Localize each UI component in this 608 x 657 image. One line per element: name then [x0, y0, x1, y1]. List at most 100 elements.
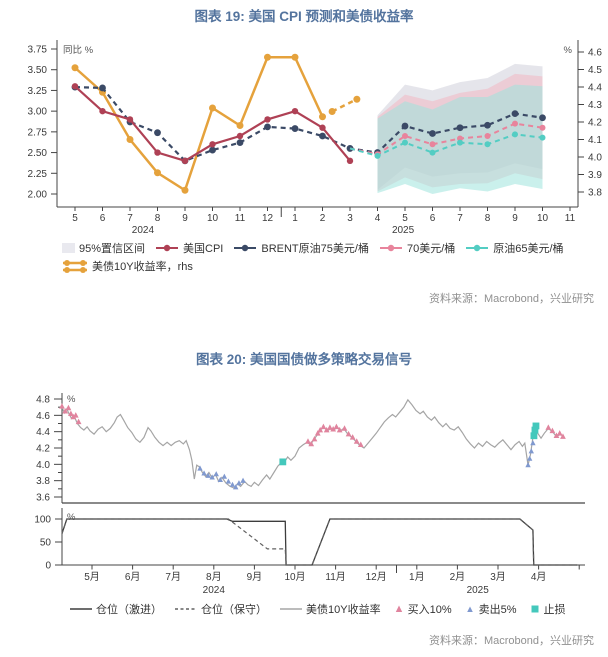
legend-item-oil65: 原油65美元/桶: [465, 240, 564, 256]
legend-label: 卖出5%: [478, 604, 517, 616]
oil65-line-icon: [466, 244, 489, 252]
solid-line-icon: [70, 608, 92, 610]
legend-item-us-cpi: 美国CPI: [155, 240, 223, 256]
gray-line-icon: [280, 608, 302, 610]
chart19-legend-row1: 95%置信区间 美国CPI BRENT原油75美元/桶 70美元/桶: [62, 240, 608, 256]
svg-text:3.75: 3.75: [28, 45, 48, 56]
svg-text:8月: 8月: [206, 571, 222, 583]
svg-text:8: 8: [485, 213, 491, 224]
svg-text:4.0: 4.0: [588, 153, 602, 164]
svg-text:3.6: 3.6: [36, 493, 50, 504]
legend-item-brent75: BRENT原油75美元/桶: [233, 240, 369, 256]
svg-text:5: 5: [72, 213, 78, 224]
buy-triangle-icon: [395, 605, 402, 612]
svg-text:0: 0: [45, 561, 51, 572]
legend-label: 70美元/桶: [406, 243, 456, 255]
svg-text:2.25: 2.25: [28, 169, 48, 180]
legend-item-confidence-band: 95%置信区间: [62, 240, 145, 256]
svg-text:4.4: 4.4: [36, 427, 50, 438]
legend-item-oil70: 70美元/桶: [379, 240, 455, 256]
svg-text:10: 10: [207, 213, 219, 224]
chart20-title: 图表 20: 美国国债做多策略交易信号: [195, 352, 412, 367]
svg-text:%: %: [564, 45, 573, 56]
svg-text:3.9: 3.9: [588, 170, 602, 181]
svg-text:4: 4: [375, 213, 381, 224]
stop-square-icon: [531, 605, 539, 613]
svg-text:3.00: 3.00: [28, 107, 48, 118]
cpi-line-icon: [156, 244, 179, 252]
svg-text:4.3: 4.3: [588, 100, 602, 111]
report-page: 图表 19: 美国 CPI 预测和美债收益率 2.00 2.25 2.50 2.75 3…: [0, 8, 608, 648]
svg-text:2: 2: [320, 213, 326, 224]
svg-text:%: %: [67, 512, 76, 523]
legend-label: 95%置信区间: [79, 243, 146, 255]
svg-text:4.4: 4.4: [588, 83, 602, 94]
svg-text:9: 9: [512, 213, 518, 224]
svg-text:9: 9: [182, 213, 188, 224]
svg-text:4.2: 4.2: [36, 444, 50, 455]
chart19-legend-row2: 美债10Y收益率，rhs: [62, 258, 608, 274]
legend-label: 买入10%: [407, 604, 452, 616]
legend-label: 止损: [543, 604, 566, 616]
legend-item-yield-line: 美债10Y收益率: [280, 601, 381, 617]
chart19-plot: 2.00 2.25 2.50 2.75 3.00 3.25 3.50 3.75 同比 % 3.8 3…: [28, 40, 602, 236]
svg-text:3.8: 3.8: [36, 476, 50, 487]
svg-text:4.2: 4.2: [588, 118, 602, 129]
svg-text:6月: 6月: [125, 571, 141, 583]
chart20-legend: 仓位（激进） 仓位（保守） 美债10Y收益率 买入10% 卖出5%: [70, 601, 608, 617]
dashed-line-icon: [175, 608, 197, 610]
svg-text:4.6: 4.6: [588, 48, 602, 59]
svg-text:11: 11: [565, 213, 576, 224]
chart20-plot: 3.6 3.8 4.0 4.2 4.4 4.6 4.8 % 0 50 100 % 5月 6月 7月 8月 9月 1…: [34, 393, 585, 596]
legend-label: 仓位（激进）: [96, 604, 162, 616]
svg-text:3.25: 3.25: [28, 86, 48, 97]
legend-label: BRENT原油75美元/桶: [261, 243, 369, 255]
svg-text:9月: 9月: [247, 571, 263, 583]
oil70-line-icon: [379, 244, 402, 252]
svg-text:7月: 7月: [165, 571, 181, 583]
svg-text:12: 12: [262, 213, 274, 224]
legend-item-position-aggressive: 仓位（激进）: [70, 601, 162, 617]
svg-text:11: 11: [235, 213, 246, 224]
svg-text:2025: 2025: [392, 225, 415, 236]
svg-text:12月: 12月: [366, 571, 387, 583]
sell-triangle-icon: [466, 606, 473, 612]
svg-text:4.0: 4.0: [36, 460, 50, 471]
svg-text:4.1: 4.1: [588, 135, 602, 146]
chart19-source: 资料来源：Macrobond，兴业研究: [428, 293, 594, 305]
svg-text:5: 5: [402, 213, 408, 224]
chart19-title: 图表 19: 美国 CPI 预测和美债收益率: [194, 9, 414, 24]
brent75-line-icon: [234, 244, 257, 252]
legend-item-position-conservative: 仓位（保守）: [175, 601, 267, 617]
svg-text:2024: 2024: [132, 225, 155, 236]
svg-text:7: 7: [457, 213, 463, 224]
svg-text:1月: 1月: [409, 571, 425, 583]
confidence-band-swatch-icon: [62, 243, 75, 253]
svg-text:8: 8: [155, 213, 161, 224]
legend-label: 美债10Y收益率，rhs: [92, 261, 193, 273]
svg-text:10月: 10月: [284, 571, 305, 583]
legend-label: 原油65美元/桶: [493, 243, 564, 255]
svg-text:2月: 2月: [450, 571, 466, 583]
svg-text:4.6: 4.6: [36, 411, 50, 422]
svg-text:4.8: 4.8: [36, 395, 50, 406]
svg-text:50: 50: [40, 538, 52, 549]
legend-label: 美债10Y收益率: [306, 604, 381, 616]
svg-text:5月: 5月: [84, 571, 100, 583]
legend-item-ust10y: 美债10Y收益率，rhs: [62, 258, 193, 274]
svg-text:2024: 2024: [203, 585, 226, 596]
svg-text:4.5: 4.5: [588, 65, 602, 76]
svg-text:同比 %: 同比 %: [63, 44, 94, 56]
chart20-source: 资料来源：Macrobond，兴业研究: [428, 635, 594, 647]
svg-text:6: 6: [100, 213, 106, 224]
svg-text:3.8: 3.8: [588, 188, 602, 199]
legend-item-stop-signal: 止损: [530, 601, 566, 617]
svg-text:3: 3: [347, 213, 353, 224]
svg-text:1: 1: [292, 213, 298, 224]
svg-text:4月: 4月: [531, 571, 547, 583]
svg-text:10: 10: [537, 213, 549, 224]
svg-text:3月: 3月: [490, 571, 506, 583]
svg-text:7: 7: [127, 213, 133, 224]
svg-text:3.50: 3.50: [28, 65, 48, 76]
legend-label: 美国CPI: [183, 243, 224, 255]
